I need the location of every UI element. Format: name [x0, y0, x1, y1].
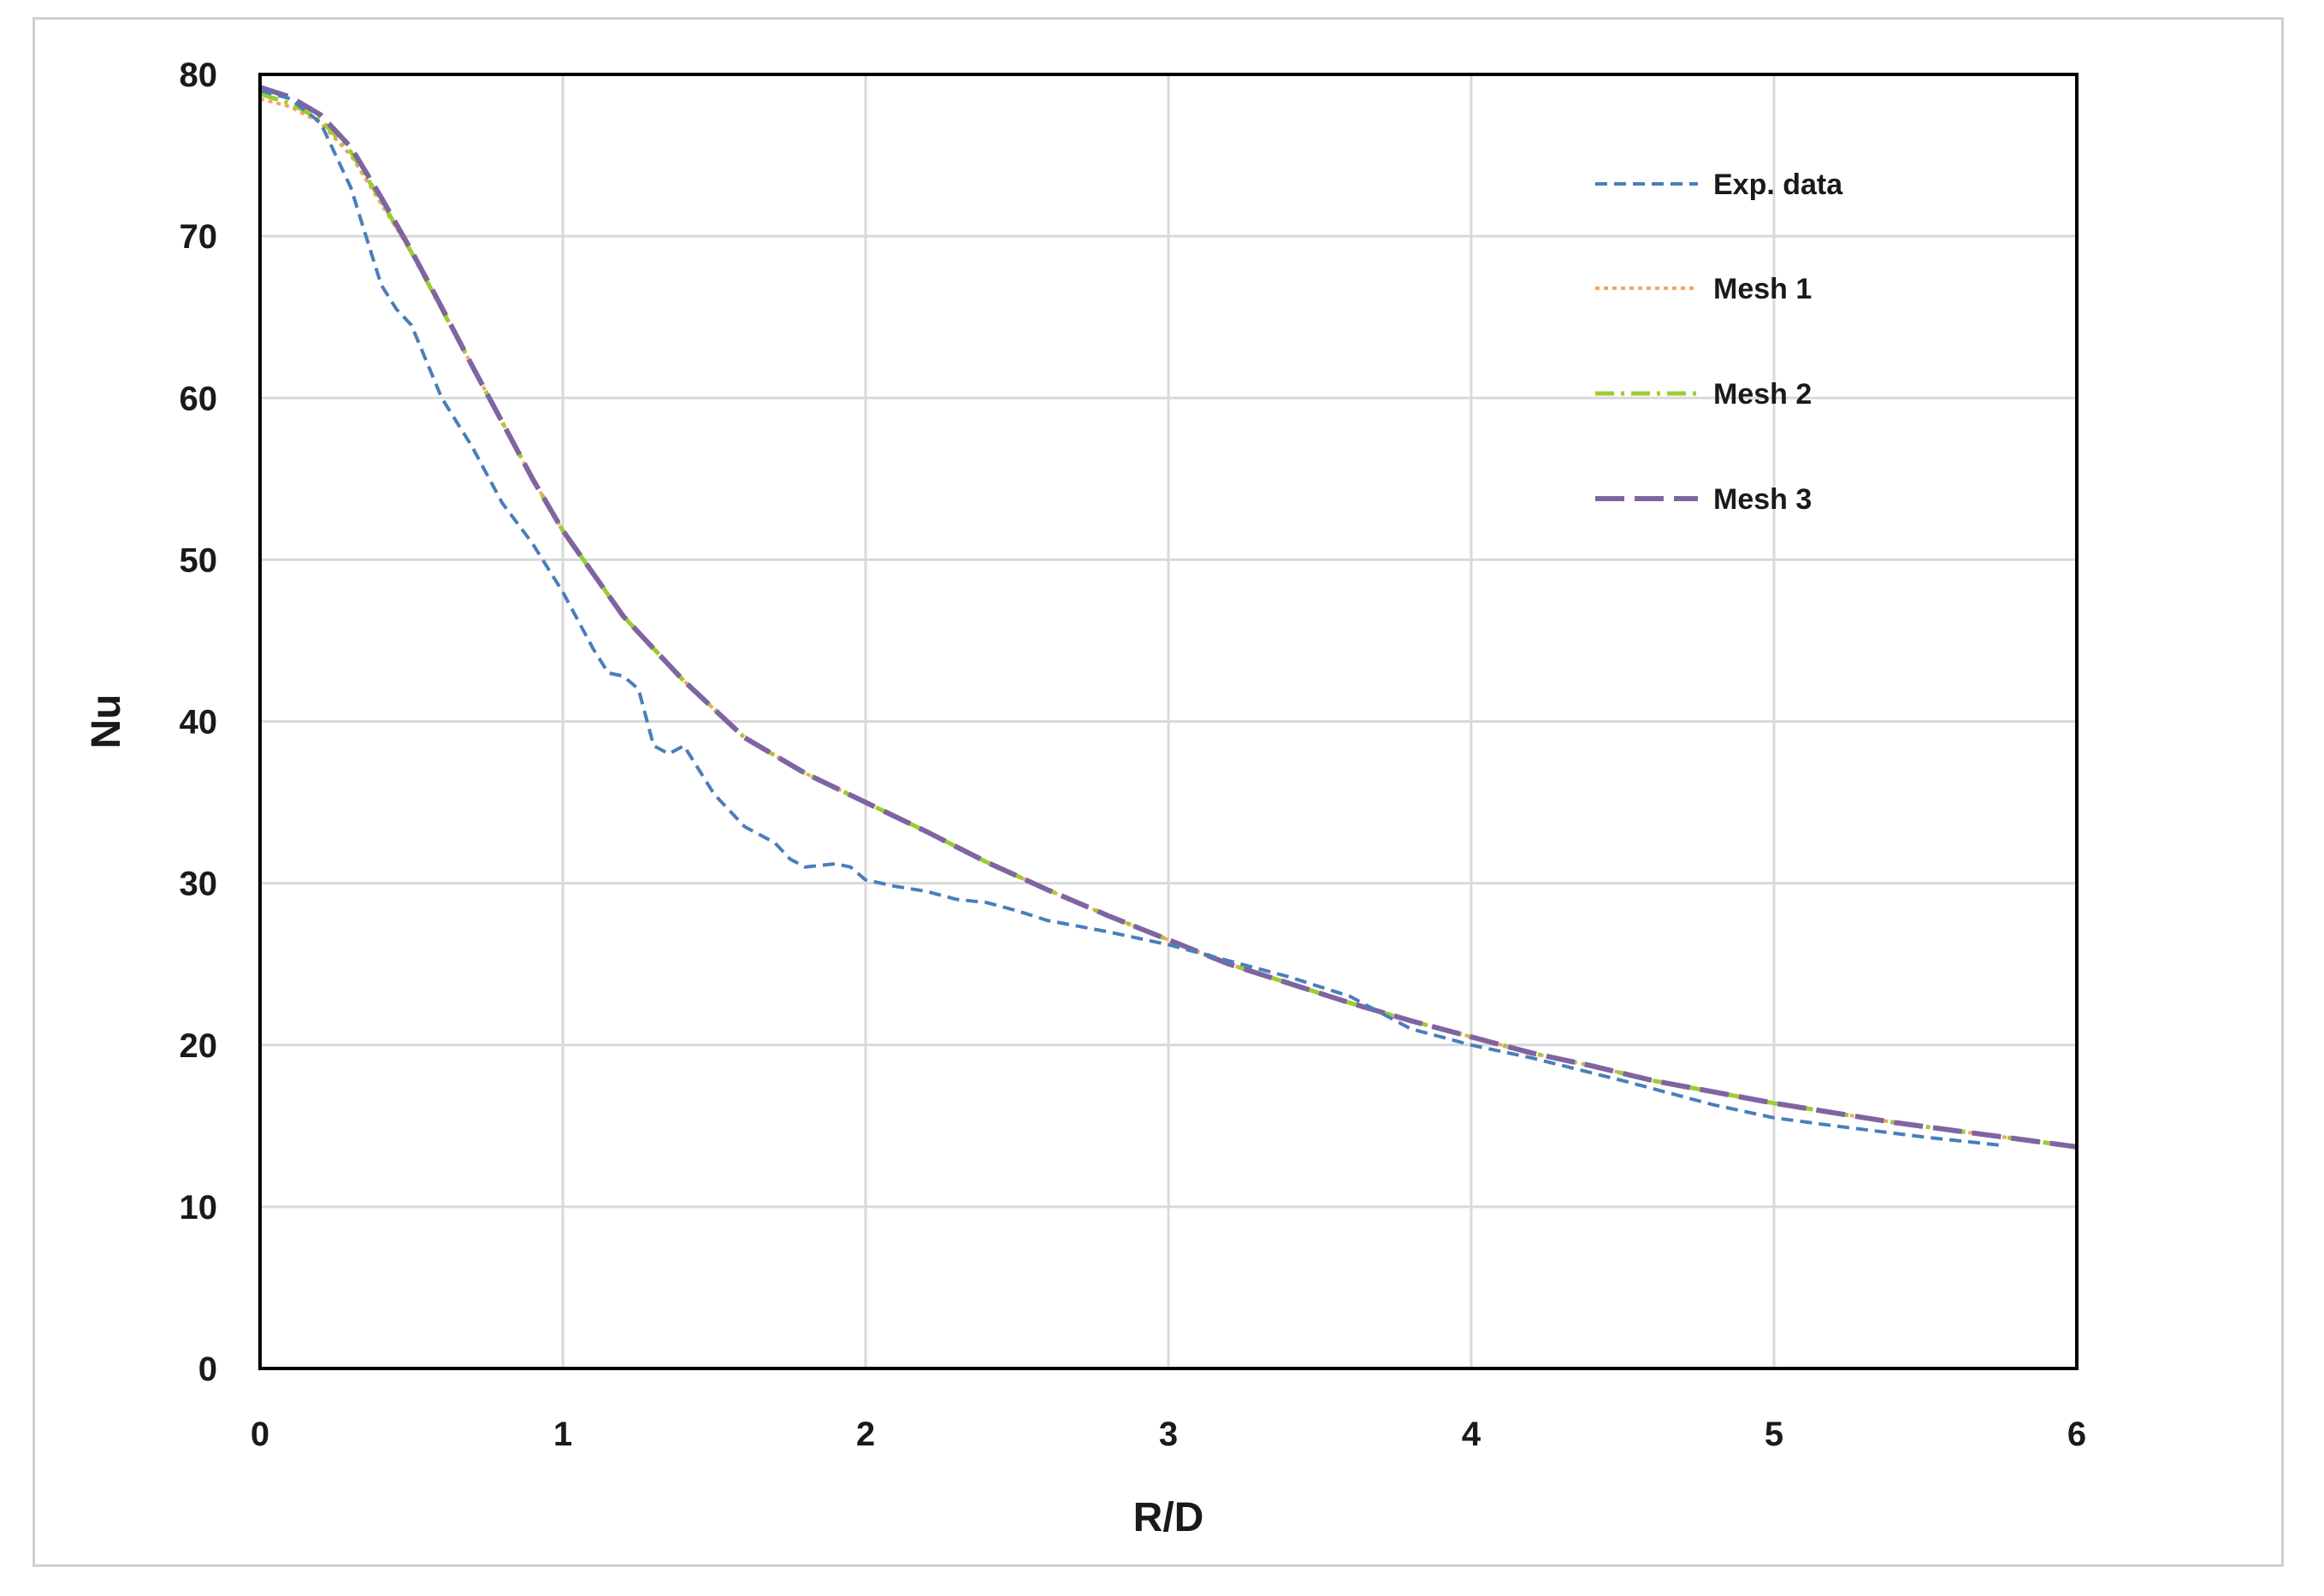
x-tick-label: 3	[1159, 1416, 1178, 1453]
x-tick-label: 0	[251, 1416, 269, 1453]
y-tick-label: 70	[180, 218, 218, 256]
y-tick-label: 40	[180, 704, 218, 742]
y-tick-label: 10	[180, 1189, 218, 1227]
series-line-mesh-3	[259, 85, 2078, 1150]
y-tick-label: 80	[180, 56, 218, 94]
y-tick-label: 50	[180, 541, 218, 579]
x-tick-label: 6	[2067, 1416, 2086, 1453]
y-axis-ticks: 0 10 20 30 40 50 60 70 80	[180, 56, 218, 1388]
x-axis-title: R/D	[1133, 1495, 1204, 1540]
series-line-exp-data	[259, 88, 2002, 1147]
grid	[260, 74, 2077, 1368]
legend-label: Mesh 1	[1713, 273, 1812, 305]
x-tick-label: 1	[553, 1416, 572, 1453]
y-tick-label: 30	[180, 866, 218, 903]
legend-label: Mesh 3	[1713, 483, 1812, 516]
x-tick-label: 5	[1765, 1416, 1783, 1453]
series-layer	[259, 85, 2078, 1150]
series-line-mesh-2	[259, 92, 2078, 1150]
legend: Exp. data Mesh 1 Mesh 2 Mesh 3	[1595, 168, 1843, 516]
y-tick-label: 0	[198, 1351, 217, 1388]
chart-frame	[33, 17, 2284, 1567]
y-tick-label: 60	[180, 380, 218, 417]
y-axis-title: Nu	[84, 695, 129, 749]
plot-area-border	[258, 73, 2079, 1370]
legend-label: Exp. data	[1713, 168, 1843, 201]
x-tick-label: 2	[856, 1416, 875, 1453]
y-tick-label: 20	[180, 1027, 218, 1065]
legend-label: Mesh 2	[1713, 378, 1812, 411]
x-tick-label: 4	[1462, 1416, 1481, 1453]
x-axis-ticks: 0 1 2 3 4 5 6	[251, 1416, 2086, 1453]
